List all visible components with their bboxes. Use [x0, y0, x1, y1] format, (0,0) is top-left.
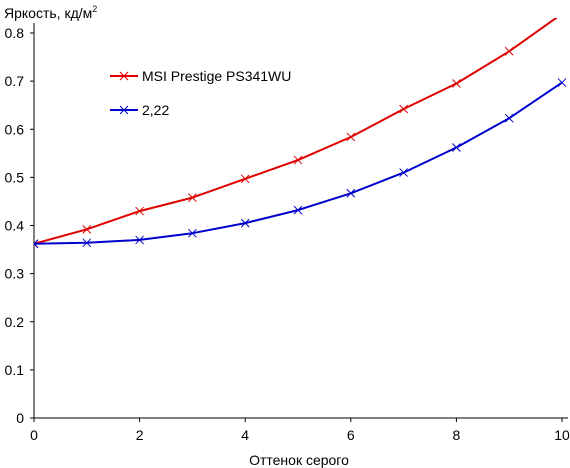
x-tick-label: 10	[554, 427, 570, 443]
data-point-marker	[135, 206, 144, 216]
data-point-marker	[188, 228, 197, 238]
legend-label: 2,22	[142, 102, 169, 118]
x-tick-label: 4	[241, 427, 249, 443]
data-point-marker	[346, 188, 356, 198]
x-tick-label: 0	[30, 427, 38, 443]
y-tick-label: 0	[16, 410, 24, 426]
data-point-marker	[293, 205, 303, 215]
data-point-marker	[240, 174, 250, 184]
y-tick-label: 0.8	[5, 25, 25, 41]
series-layer	[34, 18, 567, 249]
y-axis-title: Яркость, кд/м2	[4, 1, 97, 21]
legend-marker	[119, 71, 129, 81]
data-point-marker	[452, 79, 461, 88]
legend-item-1: 2,22	[110, 102, 169, 118]
data-point-marker	[240, 218, 250, 228]
data-point-marker	[399, 168, 408, 177]
y-tick-label: 0.7	[5, 73, 25, 89]
data-point-marker	[557, 78, 567, 87]
x-axis-title: Оттенок серого	[249, 452, 349, 468]
data-point-marker	[346, 132, 356, 142]
data-point-marker	[504, 113, 514, 123]
y-tick-label: 0.5	[5, 169, 25, 185]
x-tick-label: 8	[453, 427, 461, 443]
y-tick-label: 0.6	[5, 121, 25, 137]
legend-label: MSI Prestige PS341WU	[142, 68, 291, 84]
data-point-marker	[135, 235, 144, 245]
data-point-marker	[452, 143, 461, 152]
data-point-marker	[504, 46, 514, 56]
data-point-marker	[293, 155, 303, 165]
data-point-marker	[34, 239, 39, 249]
y-axis-title-text: Яркость, кд/м	[4, 5, 93, 21]
legend-marker	[119, 105, 129, 115]
x-tick-label: 2	[136, 427, 144, 443]
y-axis-title-superscript: 2	[92, 4, 98, 14]
legend-item-0: MSI Prestige PS341WU	[110, 68, 291, 84]
axes: 0 0.1 0.2 0.3 0.4 0.5 0.6 0.7 0.8 0 2 4 6 8 10	[5, 23, 570, 443]
y-tick-label: 0.3	[5, 266, 25, 282]
data-point-marker	[82, 238, 92, 248]
y-tick-label: 0.1	[5, 362, 25, 378]
series-1	[34, 78, 567, 249]
y-tick-label: 0.4	[5, 218, 25, 234]
data-point-marker	[558, 18, 566, 19]
y-tick-label: 0.2	[5, 314, 25, 330]
data-point-marker	[82, 224, 92, 234]
data-point-marker	[188, 193, 197, 202]
legend: MSI Prestige PS341WU 2,22	[110, 68, 291, 118]
series-0	[34, 18, 566, 249]
data-point-marker	[399, 104, 408, 114]
x-tick-label: 6	[347, 427, 355, 443]
